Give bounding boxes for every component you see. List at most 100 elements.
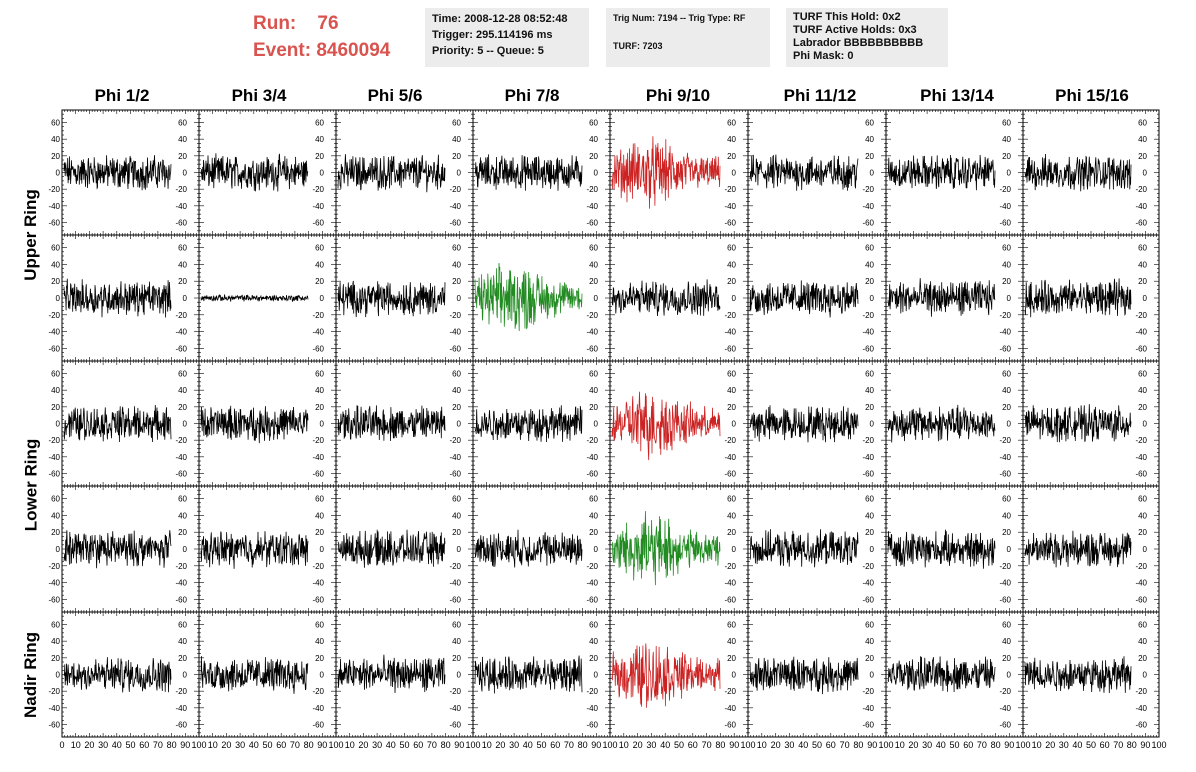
waveform-panel-r2-c0: -60 -40 -20 0 20 40 60	[61, 360, 200, 487]
y-tick-label: -40	[724, 453, 736, 462]
waveform-trace	[749, 280, 859, 318]
y-tick-label: -20	[999, 185, 1011, 194]
y-tick-label: -60	[586, 470, 598, 479]
y-tick-label: -20	[586, 311, 598, 320]
y-tick-label: -60	[1135, 219, 1147, 228]
run-label: Run:	[253, 13, 297, 34]
column-header-phi-1-2: Phi 1/2	[94, 86, 150, 105]
y-tick-label: -60	[449, 470, 461, 479]
y-tick-label: 60	[1138, 370, 1147, 379]
y-tick-label: 20	[727, 277, 736, 286]
y-tick-label: 60	[315, 119, 324, 128]
y-tick-label: -20	[175, 311, 187, 320]
y-tick-label: -40	[586, 579, 598, 588]
y-tick-label: 20	[727, 528, 736, 537]
y-tick-label: 0	[870, 294, 875, 303]
y-tick-label: 0	[320, 294, 325, 303]
waveform-panel-r1-c7: -60 -40 -20 0 20 40 60	[1022, 234, 1160, 362]
y-tick-label: 20	[727, 403, 736, 412]
waveform-panel-r1-c0: -60 -40 -20 0 20 40 60	[61, 234, 200, 362]
waveform-panel-r2-c2: -60 -40 -20 0 20 40 60	[335, 360, 474, 487]
y-tick-label: 20	[589, 277, 598, 286]
y-tick-label: -60	[312, 219, 324, 228]
y-tick-label: -20	[586, 436, 598, 445]
y-tick-label: 0	[732, 545, 737, 554]
waveform-panel-r0-c2: -60 -40 -20 0 20 40 60	[335, 109, 474, 236]
y-tick-label: 60	[315, 370, 324, 379]
waveform-trace	[1024, 153, 1132, 192]
column-header-phi-7-8: Phi 7/8	[504, 86, 560, 105]
y-tick-label: -60	[586, 344, 598, 353]
y-tick-label: 20	[1002, 403, 1011, 412]
waveform-panel-r1-c5: -60 -40 -20 0 20 40 60	[747, 234, 887, 362]
y-tick-label: 40	[727, 135, 736, 144]
y-tick-label: -20	[449, 562, 461, 571]
y-tick-label: -20	[175, 185, 187, 194]
y-tick-label: -40	[586, 453, 598, 462]
y-tick-label: 20	[452, 403, 461, 412]
y-tick-label: -20	[312, 436, 324, 445]
y-tick-label: -40	[586, 328, 598, 337]
y-tick-label: -20	[724, 185, 736, 194]
y-tick-label: -60	[586, 219, 598, 228]
phi-mask-text: Phi Mask: 0	[793, 50, 854, 62]
turf-this-hold-text: TURF This Hold: 0x2	[793, 11, 901, 23]
y-tick-label: 20	[178, 528, 187, 537]
y-tick-label: -40	[312, 328, 324, 337]
y-tick-label: 40	[315, 386, 324, 395]
y-tick-label: 40	[727, 511, 736, 520]
y-tick-label: 0	[183, 294, 188, 303]
y-tick-label: -40	[449, 202, 461, 211]
y-tick-label: -60	[449, 595, 461, 604]
y-tick-label: 60	[452, 244, 461, 253]
waveform-trace	[611, 511, 721, 586]
waveform-panel-r0-c7: -60 -40 -20 0 20 40 60	[1022, 109, 1160, 236]
y-tick-label: 0	[320, 420, 325, 429]
waveform-trace	[611, 391, 721, 461]
y-tick-label: -40	[862, 453, 874, 462]
y-tick-label: 20	[315, 277, 324, 286]
y-tick-label: 60	[1138, 244, 1147, 253]
y-tick-label: -40	[449, 328, 461, 337]
y-tick-label: 40	[589, 386, 598, 395]
waveform-trace	[749, 405, 859, 443]
y-tick-label: -60	[312, 344, 324, 353]
y-tick-label: 20	[589, 528, 598, 537]
y-tick-label: 20	[865, 152, 874, 161]
waveform-panel-r0-c3: -60 -40 -20 0 20 40 60	[472, 109, 611, 236]
y-tick-label: 40	[452, 511, 461, 520]
y-tick-label: -60	[862, 470, 874, 479]
waveform-panel-r1-c4: -60 -40 -20 0 20 40 60	[609, 234, 749, 362]
y-tick-label: 40	[727, 386, 736, 395]
waveform-trace	[474, 405, 583, 443]
y-tick-label: 20	[452, 152, 461, 161]
y-tick-label: -20	[724, 436, 736, 445]
y-tick-label: -20	[586, 185, 598, 194]
y-tick-label: 40	[178, 511, 187, 520]
y-tick-label: -60	[175, 219, 187, 228]
run-event-box: Run: 76 Event: 8460094	[253, 10, 390, 64]
y-tick-label: 40	[865, 135, 874, 144]
y-tick-label: 40	[1138, 386, 1147, 395]
waveform-trace	[337, 529, 446, 568]
y-tick-label: -60	[724, 470, 736, 479]
waveform-trace	[337, 154, 446, 193]
y-tick-label: 20	[315, 528, 324, 537]
y-tick-label: 60	[178, 119, 187, 128]
y-tick-label: -20	[449, 436, 461, 445]
y-tick-label: 0	[870, 420, 875, 429]
y-tick-label: 20	[727, 152, 736, 161]
y-tick-label: -60	[999, 470, 1011, 479]
y-tick-label: 0	[1143, 169, 1148, 178]
column-header-phi-9-10: Phi 9/10	[645, 86, 711, 105]
waveform-panel-r3-c3: -60 -40 -20 0 20 40 60	[472, 485, 611, 613]
waveform-panel-r0-c0: -60 -40 -20 0 20 40 60	[61, 109, 200, 236]
y-tick-label: -20	[1135, 185, 1147, 194]
y-tick-label: -60	[724, 219, 736, 228]
y-tick-label: -40	[175, 579, 187, 588]
y-tick-label: -60	[449, 344, 461, 353]
column-header-phi-11-12: Phi 11/12	[783, 86, 857, 105]
y-tick-label: 20	[1002, 277, 1011, 286]
waveform-trace	[474, 529, 583, 568]
